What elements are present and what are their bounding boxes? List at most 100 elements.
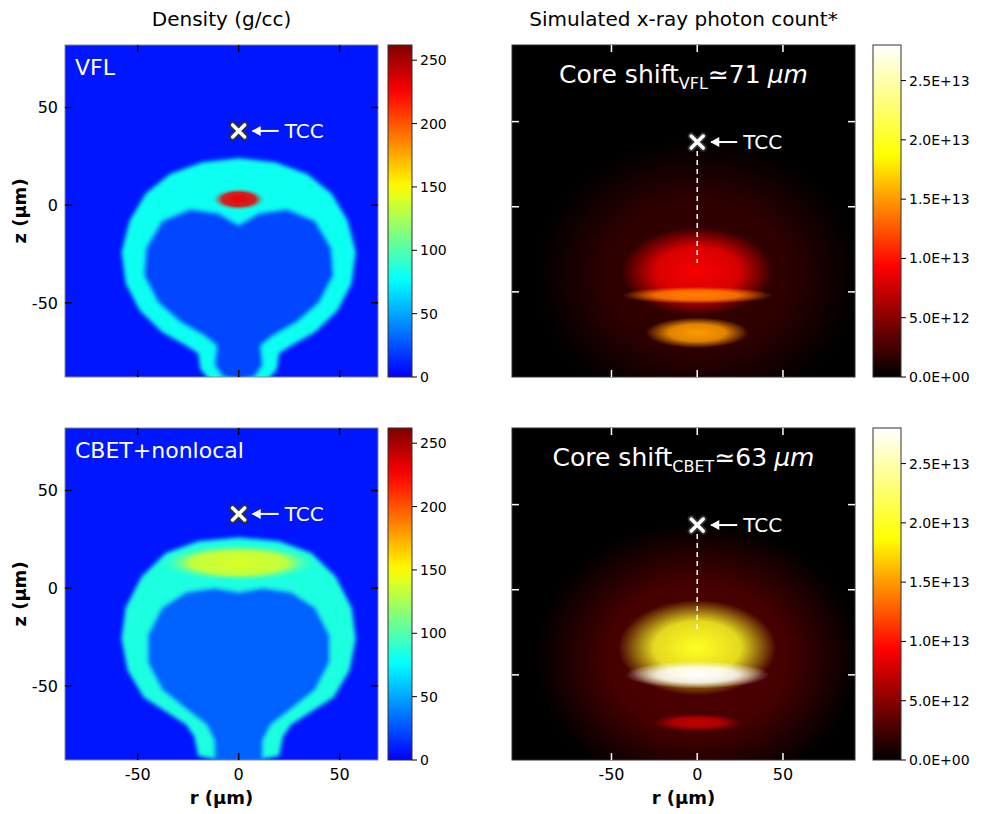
y-tick [848, 121, 855, 123]
x-tick [611, 370, 613, 377]
core-shift-line [696, 142, 698, 263]
tcc-marker [233, 125, 245, 137]
colorbar-tick-label: 150 [420, 179, 447, 195]
x-axis-title: r (μm) [190, 787, 254, 808]
annotation-value: 63 [735, 443, 767, 472]
tcc-x-outline [233, 125, 245, 137]
colorbar [873, 428, 901, 760]
y-tick [848, 589, 855, 591]
x-tick [782, 753, 784, 760]
y-tick [65, 107, 72, 109]
x-tick [137, 428, 139, 435]
tcc-marker [233, 508, 245, 520]
colorbar-tick-label: 150 [420, 562, 447, 578]
shell-group [122, 537, 356, 760]
annotation-text: Core shift [559, 60, 679, 89]
frame [512, 45, 855, 377]
colorbar-tick-label: 1.5E+13 [909, 574, 970, 590]
colorbar-tick-label: 250 [420, 52, 447, 68]
colorbar-tick [412, 123, 417, 124]
x-tick [611, 45, 613, 52]
tcc-label: TCC [284, 502, 324, 526]
shell-group [122, 158, 356, 377]
colorbar-tick-label: 5.0E+12 [909, 310, 970, 326]
colorbar-tick [412, 696, 417, 697]
y-tick [512, 504, 519, 506]
frame [65, 45, 378, 377]
x-tick [611, 753, 613, 760]
colorbar-tick-label: 100 [420, 625, 447, 641]
x-tick [238, 428, 240, 435]
x-tick [782, 428, 784, 435]
plot-area [512, 45, 855, 377]
frame [512, 428, 855, 760]
x-tick [696, 428, 698, 435]
annotation-subscript: CBET [672, 457, 714, 476]
colorbar-tick [901, 522, 906, 523]
annotation-relation: ≃ [708, 60, 729, 89]
colorbar-tick [412, 377, 417, 378]
y-tick [65, 490, 72, 492]
colorbar-tick-label: 1.0E+13 [909, 633, 970, 649]
y-tick-label: 0 [48, 196, 58, 215]
core-shift-line [696, 525, 698, 632]
y-tick [371, 302, 378, 304]
colorbar-tick-label: 50 [420, 306, 438, 322]
y-tick [65, 204, 72, 206]
colorbar-tick-label: 0 [420, 752, 429, 768]
colorbar-tick-label: 5.0E+12 [909, 693, 970, 709]
colorbar [388, 428, 412, 760]
y-tick [65, 685, 72, 687]
colorbar-tick [901, 582, 906, 583]
colorbar-tick [901, 700, 906, 701]
colorbar-tick [412, 60, 417, 61]
colorbar-tick [412, 313, 417, 314]
y-tick [848, 504, 855, 506]
y-tick [512, 291, 519, 293]
y-axis-title: z (μm) [9, 561, 30, 626]
y-tick [512, 206, 519, 208]
emission [625, 661, 769, 688]
colorbar-tick [901, 317, 906, 318]
core-shift-annotation: Core shiftVFL≃71μm [559, 60, 808, 93]
panel-label: VFL [75, 55, 116, 80]
tcc-x [233, 125, 245, 137]
tcc-arrowhead [710, 520, 719, 530]
colorbar-tick [901, 199, 906, 200]
colorbar-tick [412, 250, 417, 251]
annotation-unit: μm [767, 60, 808, 89]
hotspot [158, 543, 320, 582]
y-tick-label: -50 [32, 294, 58, 313]
y-tick [848, 291, 855, 293]
frame [65, 428, 378, 760]
tcc-arrowhead [252, 509, 261, 519]
colorbar-tick-label: 0.0E+00 [909, 369, 970, 385]
colorbar-tick [901, 760, 906, 761]
colorbar [388, 45, 412, 377]
y-tick-label: 50 [38, 98, 58, 117]
emission [534, 139, 855, 377]
tcc-x-outline [233, 508, 245, 520]
y-tick [371, 685, 378, 687]
colorbar-tick-label: 0 [420, 369, 429, 385]
inner-region [148, 588, 330, 760]
annotation-relation: ≃ [714, 443, 735, 472]
y-axis-title: z (μm) [9, 178, 30, 243]
x-tick [696, 45, 698, 52]
y-tick [848, 674, 855, 676]
emission [653, 714, 742, 731]
y-tick [512, 674, 519, 676]
x-tick-label: -50 [598, 765, 624, 784]
panel-label: CBET+nonlocal [75, 438, 244, 463]
x-tick [782, 45, 784, 52]
x-tick [782, 370, 784, 377]
tcc-marker [691, 519, 703, 531]
plot-area [512, 428, 855, 760]
y-tick-label: 50 [38, 481, 58, 500]
x-tick [339, 45, 341, 52]
tcc-label: TCC [284, 119, 324, 143]
column-title: Simulated x-ray photon count* [529, 7, 837, 31]
colorbar-tick-label: 2.5E+13 [909, 456, 970, 472]
x-tick [611, 428, 613, 435]
shell [122, 158, 356, 377]
